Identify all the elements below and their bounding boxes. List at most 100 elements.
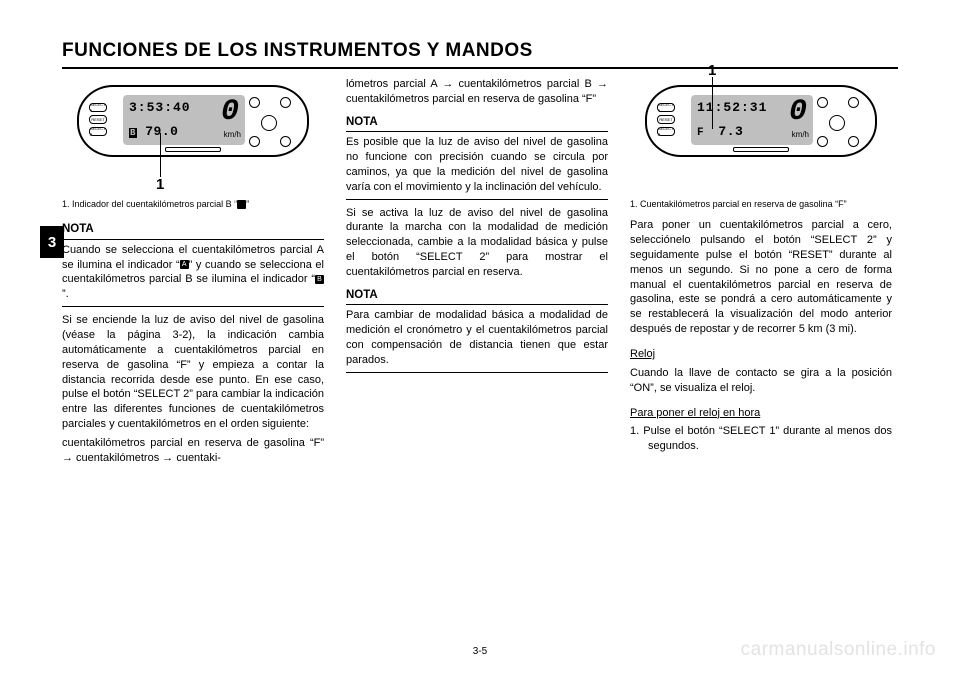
screen-big-digit: 0 <box>789 97 807 127</box>
section-tab: 3 <box>40 226 64 258</box>
text: lómetros parcial A <box>346 78 442 90</box>
select2-button: SELECT 2 <box>89 127 107 136</box>
nota-rule <box>62 239 324 240</box>
speed-unit: km/h <box>792 130 809 141</box>
screen-botline: B 79.0 <box>129 123 178 141</box>
dashboard-slot <box>165 147 221 152</box>
nota-label: NOTA <box>346 115 378 131</box>
nota-text: Para cambiar de modalidad básica a moda­… <box>346 308 608 367</box>
reset-button: RESET <box>89 115 107 124</box>
indicator-circle <box>848 136 859 147</box>
leader-line <box>712 77 713 129</box>
figure-1-caption: 1. Indicador del cuentakilómetros parcia… <box>62 199 324 210</box>
text: cuentakilómetros parcial B <box>453 78 597 90</box>
step-text: Pulse el botón “SELECT 1” durante al men… <box>639 425 892 452</box>
select1-button: SELECT 1 <box>89 103 107 112</box>
indicator-circle <box>280 136 291 147</box>
set-clock-label: Para poner el reloj en hora <box>630 407 760 419</box>
right-indicators <box>813 97 863 147</box>
nota-rule <box>346 304 608 305</box>
leader-line <box>160 133 161 177</box>
logo-icon <box>829 115 845 131</box>
arrow-icon: → <box>162 452 173 464</box>
nota-block: NOTA Cuando se selecciona el cuentakilóm… <box>62 218 324 307</box>
column-right: SELECT 1 RESET SELECT 2 11:52:31 0 F 7.3… <box>630 77 892 470</box>
speed-unit: km/h <box>224 130 241 141</box>
paragraph: Si se enciende la luz de aviso del nivel… <box>62 313 324 432</box>
right-indicators <box>245 97 295 147</box>
paragraph: lómetros parcial A → cuentakilómetros pa… <box>346 77 608 107</box>
content-columns: SELECT 1 RESET SELECT 2 3:53:40 0 B 79.0… <box>62 77 898 470</box>
trip-a-icon: A <box>180 260 189 269</box>
screen-botline: F 7.3 <box>697 123 743 141</box>
reset-button: RESET <box>657 115 675 124</box>
manual-page: FUNCIONES DE LOS INSTRUMENTOS Y MANDOS 3… <box>0 0 960 679</box>
trip-value: 7.3 <box>718 124 743 139</box>
step-num: 1. <box>630 425 639 437</box>
nota-text: Es posible que la luz de aviso del nivel… <box>346 135 608 194</box>
screen-topline: 11:52:31 <box>697 99 767 117</box>
text: cuentaki- <box>173 452 221 464</box>
figure-1: SELECT 1 RESET SELECT 2 3:53:40 0 B 79.0… <box>62 83 324 193</box>
fuel-indicator: F <box>697 127 710 139</box>
end-rule <box>346 372 608 373</box>
paragraph: Para poner un cuentakilómetros parcial a… <box>630 218 892 337</box>
text: cuentakilómetros parcial en re­serva de … <box>346 93 596 105</box>
set-clock-heading: Para poner el reloj en hora <box>630 406 892 421</box>
select1-button: SELECT 1 <box>657 103 675 112</box>
column-left: SELECT 1 RESET SELECT 2 3:53:40 0 B 79.0… <box>62 77 324 470</box>
nota-rule <box>346 131 608 132</box>
column-middle: lómetros parcial A → cuentakilómetros pa… <box>346 77 608 470</box>
indicator-circle <box>280 97 291 108</box>
arrow-icon: → <box>597 78 608 90</box>
nota-text: Cuando se selecciona el cuentakilómetros… <box>62 243 324 302</box>
screen-big-digit: 0 <box>221 97 239 127</box>
paragraph: cuentakilómetros parcial en reserva de g… <box>62 436 324 466</box>
indicator-circle <box>249 97 260 108</box>
screen-topline: 3:53:40 <box>129 99 191 117</box>
paragraph: Cuando la llave de contacto se gira a la… <box>630 366 892 396</box>
left-buttons: SELECT 1 RESET SELECT 2 <box>657 103 675 136</box>
caption-num: 1. <box>630 199 638 209</box>
select2-button: SELECT 2 <box>657 127 675 136</box>
nota-label: NOTA <box>346 288 378 304</box>
indicator-circle <box>249 136 260 147</box>
left-buttons: SELECT 1 RESET SELECT 2 <box>89 103 107 136</box>
step-item: 1. Pulse el botón “SELECT 1” durante al … <box>648 424 892 454</box>
end-rule <box>346 199 608 200</box>
dashboard-illustration-1: SELECT 1 RESET SELECT 2 3:53:40 0 B 79.0… <box>77 85 309 157</box>
reloj-heading: Reloj <box>630 347 892 362</box>
lcd-screen-2: 11:52:31 0 F 7.3 km/h <box>691 95 813 145</box>
figure-callout-number: 1 <box>156 175 164 195</box>
indicator-circle <box>817 97 828 108</box>
arrow-icon: → <box>442 78 453 90</box>
caption-end: ” <box>246 199 249 209</box>
arrow-icon: → <box>62 452 73 464</box>
trip-b-icon: B <box>237 200 246 209</box>
text: cuentakilómetros parcial en reserva de g… <box>62 437 324 449</box>
lcd-screen-1: 3:53:40 0 B 79.0 km/h <box>123 95 245 145</box>
trip-indicator-icon: B <box>129 128 137 138</box>
reloj-label: Reloj <box>630 348 655 360</box>
figure-2-caption: 1. Cuentakilómetros parcial en reserva d… <box>630 199 892 210</box>
indicator-circle <box>817 136 828 147</box>
figure-callout-number: 1 <box>708 61 716 81</box>
text: cuentakilómetros <box>73 452 162 464</box>
dashboard-illustration-2: SELECT 1 RESET SELECT 2 11:52:31 0 F 7.3… <box>645 85 877 157</box>
figure-2: SELECT 1 RESET SELECT 2 11:52:31 0 F 7.3… <box>630 83 892 193</box>
indicator-circle <box>848 97 859 108</box>
end-rule <box>62 306 324 307</box>
nota-label: NOTA <box>62 222 94 238</box>
trip-value: 79.0 <box>145 124 178 139</box>
paragraph: Si se activa la luz de aviso del nivel d… <box>346 206 608 280</box>
text: ”. <box>62 288 69 300</box>
nota-block: NOTA Es posible que la luz de aviso del … <box>346 111 608 200</box>
dashboard-slot <box>733 147 789 152</box>
steps-list: 1. Pulse el botón “SELECT 1” durante al … <box>630 424 892 454</box>
nota-block: NOTA Para cambiar de modalidad básica a … <box>346 284 608 373</box>
page-header: FUNCIONES DE LOS INSTRUMENTOS Y MANDOS <box>62 40 898 69</box>
caption-num: 1. <box>62 199 70 209</box>
logo-icon <box>261 115 277 131</box>
page-number: 3-5 <box>473 646 487 657</box>
caption-text: Indicador del cuentakilómetros parcial B… <box>72 199 237 209</box>
